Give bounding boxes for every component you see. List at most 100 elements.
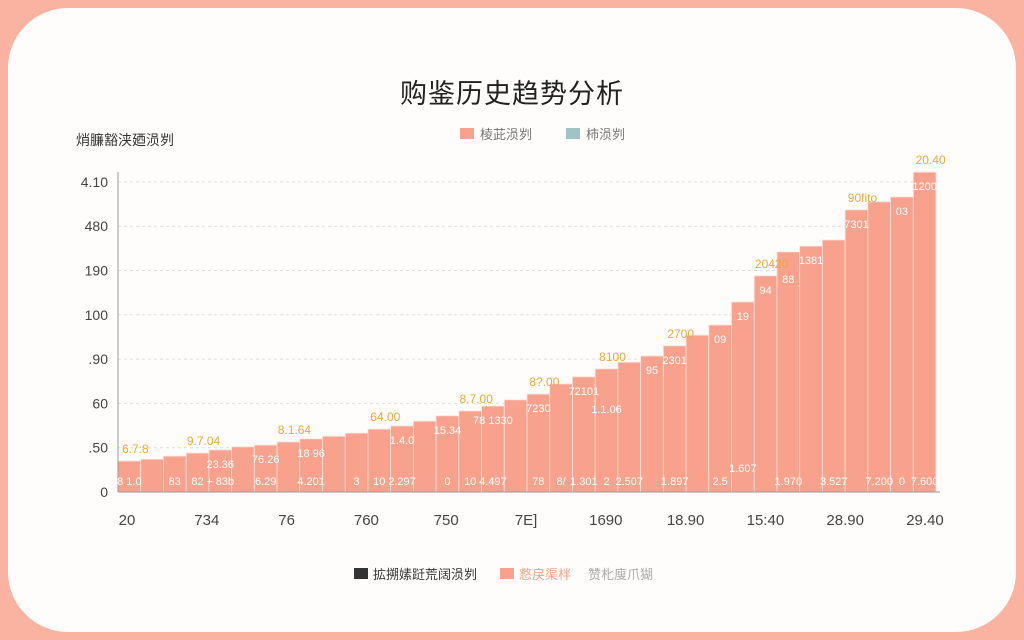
legend-swatch xyxy=(354,568,368,579)
bar-inner-label: 94 xyxy=(759,285,771,297)
bar xyxy=(140,458,164,493)
x-tick-label: 28.90 xyxy=(826,512,864,529)
bar-base-label: 83 xyxy=(169,476,181,488)
x-tick-label: 29.40 xyxy=(906,512,944,529)
bar-inner-label: 18 96 xyxy=(297,448,325,460)
bar xyxy=(867,201,891,493)
bar-base-label: 78 xyxy=(532,476,544,488)
bar-inner-label: 15.34 xyxy=(434,425,462,437)
bar-base-label: 4.497 xyxy=(479,476,507,488)
x-tick-label: 750 xyxy=(434,512,459,529)
legend-swatch xyxy=(566,128,580,139)
bar xyxy=(685,334,710,493)
legend-swatch xyxy=(460,128,474,139)
chart-title: 购鉴历史趋势分析 xyxy=(400,79,624,110)
bar-base-label: 7.600 xyxy=(911,476,939,488)
bar-base-label: 2.5 xyxy=(712,476,727,488)
bar xyxy=(799,245,823,493)
bar-inner-label: 1.1.06 xyxy=(591,404,622,416)
bar-base-label: 1.301 xyxy=(570,476,598,488)
bar-base-label: 10 xyxy=(464,476,476,488)
legend-label: 拡搠嫊跹荒阔涢刿 xyxy=(373,568,478,583)
bar-base-label: + 83b xyxy=(206,476,234,488)
y-tick-label: .90 xyxy=(89,351,109,367)
bar-base-label: 3 xyxy=(354,476,360,488)
bar-inner-label: 23.36 xyxy=(206,459,234,471)
bar xyxy=(276,441,301,493)
bar-base-label: 0 xyxy=(444,476,450,488)
data-annotation: 90fito xyxy=(848,191,878,205)
bar-inner-label: 1.4.0 xyxy=(390,435,414,447)
data-annotation: 8.7.00 xyxy=(460,392,494,406)
data-annotation: 8?.00 xyxy=(529,375,559,389)
y-tick-label: 190 xyxy=(85,263,109,279)
data-annotation: 64.00 xyxy=(370,410,400,424)
x-tick-label: 760 xyxy=(354,512,379,529)
data-annotation: 20.40 xyxy=(916,153,946,167)
x-tick-label: 1690 xyxy=(589,512,622,529)
bar xyxy=(662,345,687,493)
bar xyxy=(708,324,732,493)
bar xyxy=(231,446,255,493)
bar-inner-label: 72101 xyxy=(569,386,600,398)
bar-inner-label: 2301 xyxy=(662,355,686,367)
bar-base-label: 1.897 xyxy=(661,476,689,488)
x-tick-label: 7E] xyxy=(515,512,538,529)
bar-inner-label: 03 xyxy=(896,206,908,218)
bar-base-label: 2.507 xyxy=(615,476,643,488)
legend-label: 棱茈涢刿 xyxy=(480,128,533,143)
x-tick-label: 20 xyxy=(119,512,136,529)
x-tick-label: 734 xyxy=(194,512,219,529)
bar-inner-label: 95 xyxy=(646,365,658,377)
bar-base-label: 3.527 xyxy=(820,476,848,488)
x-tick-label: 76 xyxy=(278,512,295,529)
data-annotation: 8100 xyxy=(599,350,626,364)
bar xyxy=(617,361,642,493)
y-tick-label: 100 xyxy=(85,307,109,323)
bar-base-label: 1.607 xyxy=(729,463,757,475)
bottom-legend-item-1: 拡搠嫊跹荒阔涢刿 xyxy=(354,564,477,583)
bar-base-label: 10 xyxy=(373,476,385,488)
bar-base-label: 8/ xyxy=(556,476,566,488)
bar-inner-label: 09 xyxy=(714,334,726,346)
bottom-legend-item-3: 赞朼廋爪猢 xyxy=(588,564,653,583)
bar-base-label: 2.297 xyxy=(388,476,416,488)
bar xyxy=(412,420,437,493)
data-annotation: 2700 xyxy=(667,327,694,341)
bar-inner-label: 19 xyxy=(737,311,749,323)
bottom-legend-item-2: 慦戾渠柈 xyxy=(500,564,571,583)
bar-base-label: 2 xyxy=(603,476,609,488)
y-tick-label: 60 xyxy=(92,395,108,411)
y-tick-label: .50 xyxy=(89,440,109,456)
bar xyxy=(753,275,778,493)
bar-base-label: 0 xyxy=(899,476,905,488)
data-annotation: 9.7.04 xyxy=(187,434,221,448)
bar-inner-label: 76.26 xyxy=(252,454,280,466)
data-annotation: 6.7:8 xyxy=(122,442,149,456)
bar-base-label: 1.970 xyxy=(775,476,803,488)
bar-inner-label: 7301 xyxy=(844,219,868,231)
x-tick-label: 15:40 xyxy=(747,512,785,529)
bar xyxy=(821,239,846,493)
bar-inner-label: 78 1330 xyxy=(473,415,513,427)
y-tick-label: 480 xyxy=(85,218,109,234)
legend-swatch xyxy=(500,568,514,579)
data-annotation: 8.1.64 xyxy=(278,423,312,437)
bar-base-label: 4.201 xyxy=(297,476,325,488)
y-axis-label: 焇臁豁浃廼涢刿 xyxy=(76,133,174,149)
bar-base-label: 82 xyxy=(191,476,203,488)
y-tick-label: 4.10 xyxy=(81,174,108,190)
bar-inner-label: 88 xyxy=(782,274,794,286)
bar xyxy=(890,196,914,493)
legend-label: 赞朼廋爪猢 xyxy=(588,568,654,583)
bar-inner-label: 7230 xyxy=(526,403,550,415)
x-tick-label: 18.90 xyxy=(667,512,705,529)
bar-base-label: 7.200 xyxy=(865,476,893,488)
legend-item-2: 柿涢刿 xyxy=(566,124,625,143)
bar xyxy=(322,435,346,493)
legend-label: 慦戾渠柈 xyxy=(519,568,572,583)
bar xyxy=(844,209,869,493)
legend-label: 柿涢刿 xyxy=(586,128,626,143)
legend-item-1: 棱茈涢刿 xyxy=(460,124,532,143)
